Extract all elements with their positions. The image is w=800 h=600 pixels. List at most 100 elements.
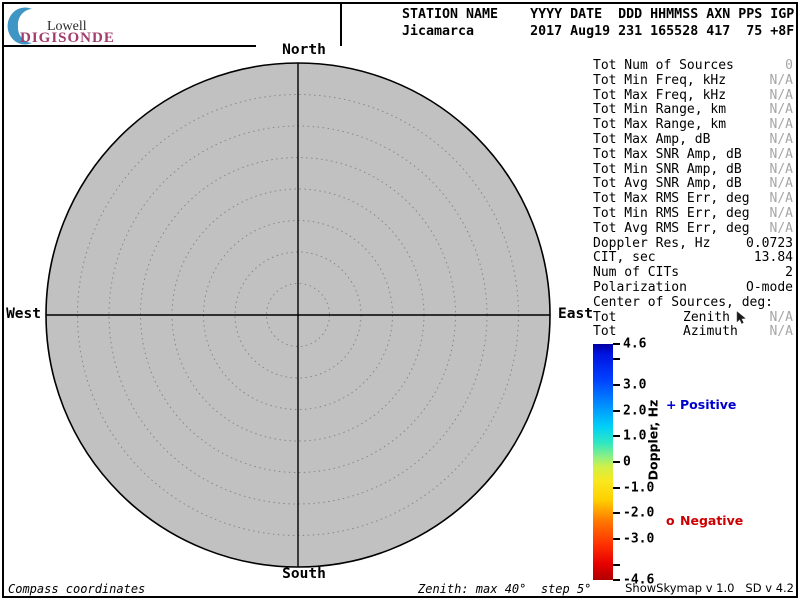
station-header-columns: STATION NAME YYYY DATE DDD HHMMSS AXN PP… [402,7,795,22]
doppler-colorbar-ticks: 4.6 3.0 2.0 1.0 0 -1.0 -2.0 -3.0 -4.6 [593,337,655,588]
stat-value: N/A [769,220,793,236]
compass-label-west: West [6,306,41,322]
stat-value: 0 [785,58,793,73]
stat-value: N/A [769,72,793,88]
stat-value: N/A [769,117,793,133]
stat-sublabel: Azimuth [683,324,738,340]
stat-value: N/A [769,87,793,103]
stat-row: Tot Min RMS Err, deg N/A [593,205,793,222]
compass-label-south: South [282,566,326,582]
stat-row: Tot Avg SNR Amp, dB N/A [593,177,793,192]
colorbar-tick-label: -3.0 [623,531,655,547]
stat-label: Tot Max SNR Amp, dB [593,146,742,162]
colorbar-tick [613,486,620,489]
stat-value: N/A [769,324,793,340]
stat-label: Tot [593,324,617,340]
stat-label: Tot Max Freq, kHz [593,87,727,103]
doppler-colorbar [593,344,613,580]
station-header-values: Jicamarca 2017 Aug19 231 165528 417 75 +… [402,24,795,39]
stat-row: Num of CITs 2 [593,265,793,281]
stat-label: Tot Num of Sources [593,58,734,73]
stat-value: 0.0723 [746,235,793,251]
stat-row: Center of Sources, deg: [593,294,793,311]
stat-row: Doppler Res, Hz 0.0723 [593,235,793,252]
stat-row: Tot Azimuth N/A [593,325,793,340]
colorbar-tick [613,579,620,581]
colorbar-tick-label: 2.0 [623,403,647,419]
stat-label: Tot Max Amp, dB [593,131,711,147]
colorbar-tick-label: 3.0 [623,377,647,393]
header-divider-line [340,2,342,46]
compass-label-north: North [282,42,326,58]
stat-label: Tot [593,309,617,325]
legend-negative-label: Negative [680,513,744,528]
stat-row: Tot Max Amp, dB N/A [593,131,793,148]
stat-value: N/A [769,146,793,162]
legend-positive-label: Positive [680,397,737,412]
station-header: STATION NAME YYYY DATE DDD HHMMSS AXN PP… [402,6,794,40]
stat-row: Tot Avg RMS Err, deg N/A [593,220,793,237]
statistics-panel: Tot Num of Sources 0 Tot Min Freq, kHz N/A T… [593,58,793,340]
stat-label: Tot Min RMS Err, deg [593,205,750,221]
logo-digisonde-text: DIGISONDE [20,30,115,46]
colorbar-tick [613,358,620,361]
stat-row: Tot Min SNR Amp, dB N/A [593,161,793,178]
stat-row: Tot Max Range, km N/A [593,117,793,133]
circle-marker-icon: o [666,513,675,528]
colorbar-tick-label: -2.0 [623,505,655,521]
colorbar-tick [613,409,620,412]
mouse-cursor-icon [736,311,747,324]
stat-row: Tot Max SNR Amp, dB N/A [593,146,793,163]
stat-value: N/A [769,191,793,207]
colorbar-tick [613,512,620,515]
colorbar-tick-label: 4.6 [623,336,647,352]
lowell-crescent-icon [7,7,32,45]
stat-row: Polarization O-mode [593,279,793,296]
stat-value: N/A [769,131,793,147]
stat-label: Tot Max RMS Err, deg [593,191,750,207]
plus-marker-icon: + [666,397,677,412]
skymap-plot [45,62,551,568]
stat-label: Num of CITs [593,265,680,281]
stat-sublabel: Zenith [683,309,730,325]
legend-positive: + Positive [666,397,736,412]
stat-value: N/A [769,309,793,325]
colorbar-tick [613,343,620,345]
stat-label: Tot Avg SNR Amp, dB [593,176,742,192]
logo-divider-line [2,45,256,47]
stat-row: Tot Min Freq, kHz N/A [593,72,793,89]
stat-value: 2 [785,265,793,281]
compass-label-east: East [558,306,593,322]
stat-label: Tot Max Range, km [593,117,727,133]
legend-negative: o Negative [666,513,743,528]
stat-value: O-mode [746,279,793,295]
stat-label: Tot Avg RMS Err, deg [593,220,750,236]
stat-value: N/A [769,102,793,118]
version-label: ShowSkymap v 1.0 SD v 4.2 [625,581,794,595]
stat-row: Tot Num of Sources 0 [593,58,793,74]
stat-label: CIT, sec [593,250,656,266]
colorbar-tick [613,537,620,540]
stat-label: Center of Sources, deg: [593,294,774,310]
colorbar-tick [613,384,620,387]
stat-row: Tot Min Range, km N/A [593,103,793,118]
stat-label: Tot Min Freq, kHz [593,72,727,88]
colorbar-tick-label: 1.0 [623,428,647,444]
stat-row: CIT, sec 13.84 [593,251,793,266]
zenith-range-label: Zenith: max 40° step 5° [418,582,592,596]
stat-label: Polarization [593,279,687,295]
stat-label: Doppler Res, Hz [593,235,711,251]
stat-label: Tot Min Range, km [593,102,727,118]
doppler-axis-label: Doppler, Hz [645,399,661,481]
coordinates-mode-label: Compass coordinates [8,582,146,596]
colorbar-tick [613,461,620,463]
logo-lowell-text: Lowell [47,19,87,34]
stat-row: Tot Zenith N/A [593,309,793,326]
stat-value: 13.84 [753,250,793,266]
stat-label: Tot Min SNR Amp, dB [593,161,742,177]
stat-row: Tot Max Freq, kHz N/A [593,87,793,104]
colorbar-tick [613,435,620,438]
colorbar-tick-label: -1.0 [623,480,655,496]
colorbar-tick [613,563,620,566]
